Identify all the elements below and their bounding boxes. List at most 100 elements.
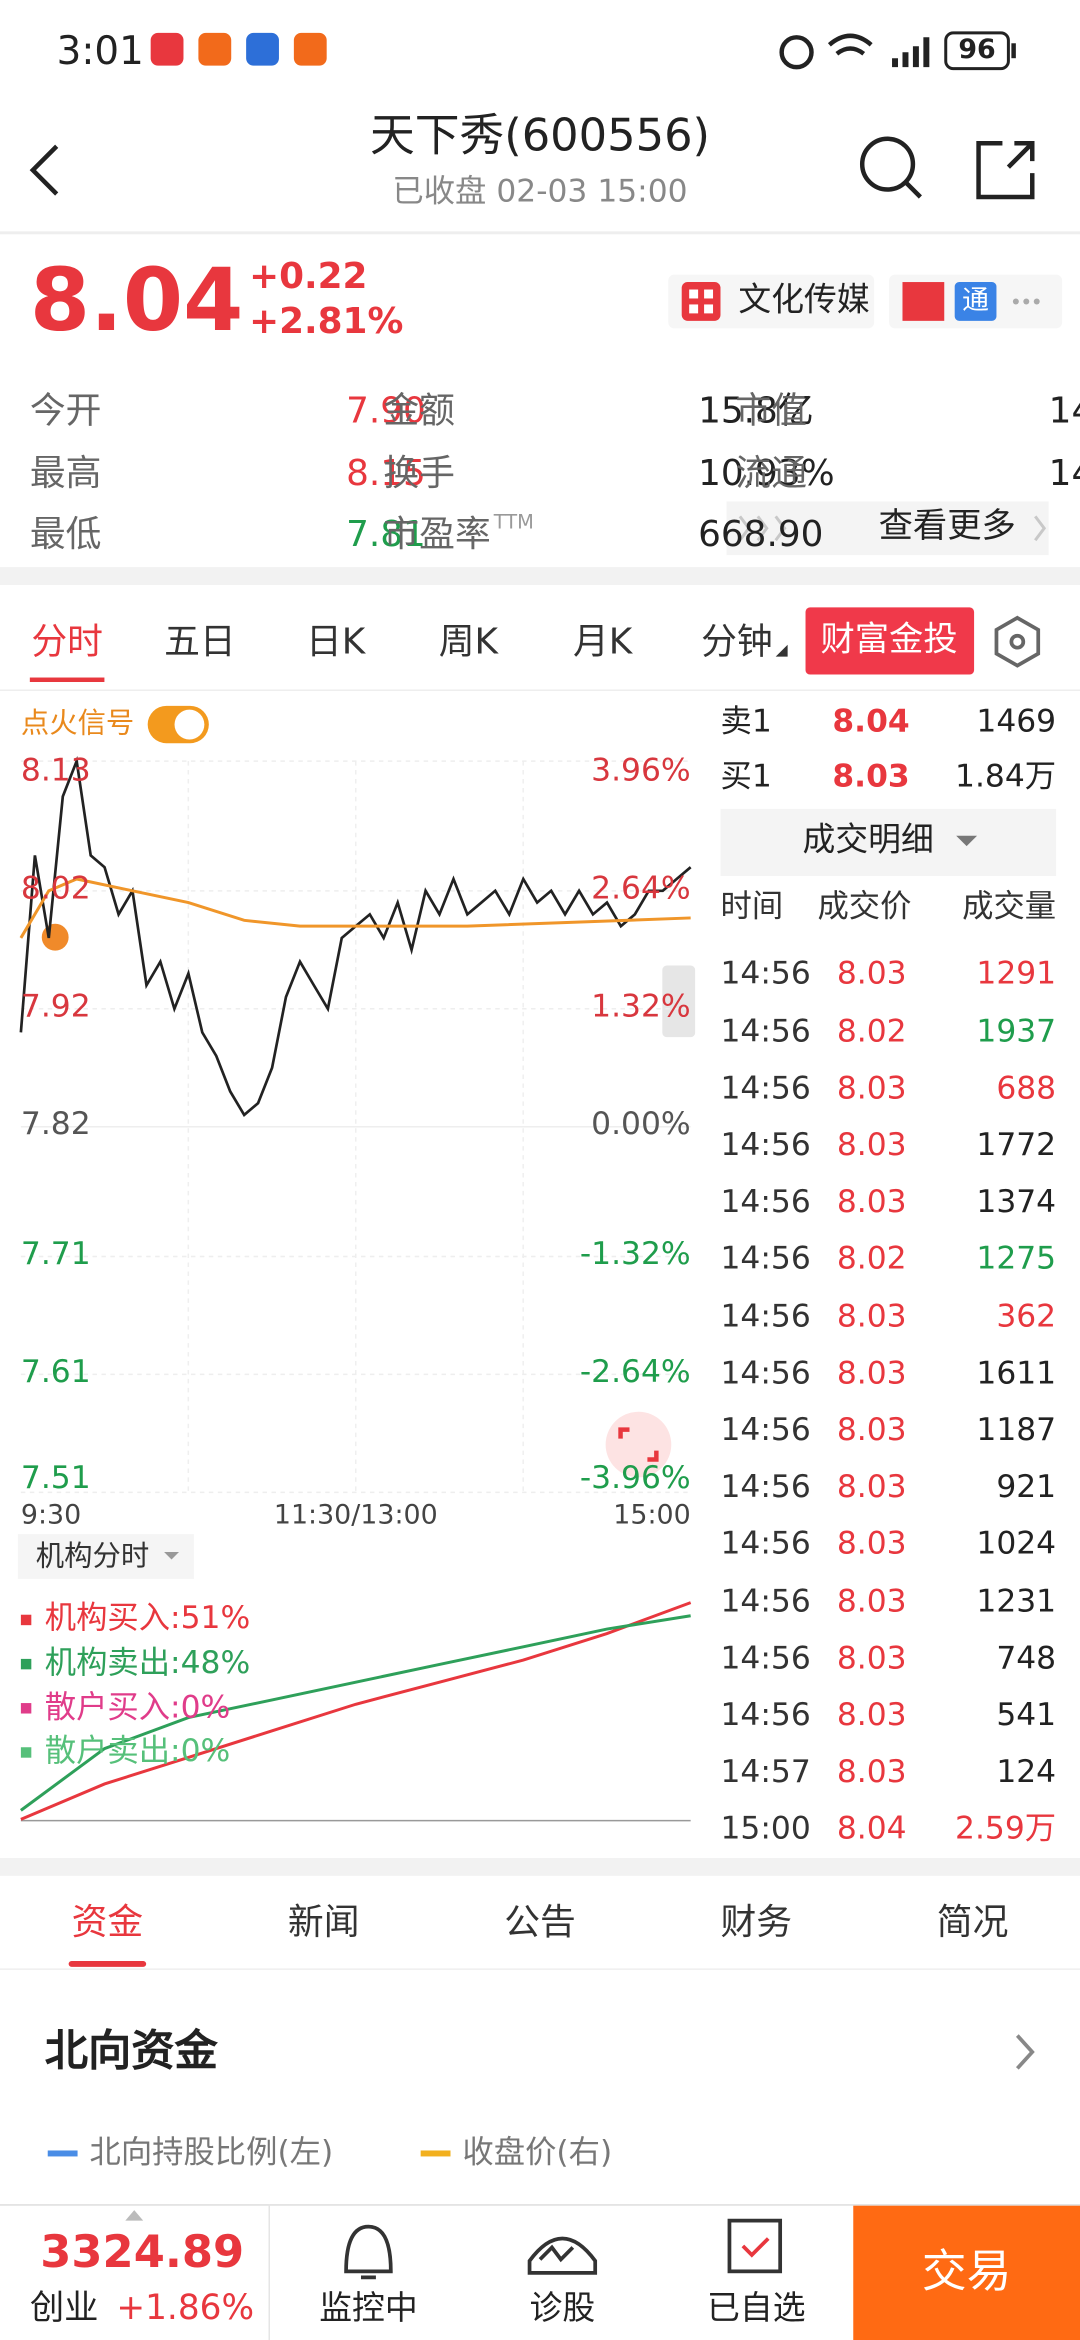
time-label: 11:30/13:00	[273, 1499, 438, 1532]
diagnose-icon[interactable]	[527, 2236, 598, 2275]
more-box[interactable]	[726, 501, 1049, 556]
wifi-icon	[827, 33, 873, 56]
promo-button[interactable]	[805, 607, 975, 675]
promo-label[interactable]: 财富金投	[820, 621, 958, 661]
trade-price: 8.03	[836, 955, 907, 992]
trade-price: 8.03	[836, 1468, 907, 1505]
flow-menu[interactable]	[17, 1534, 194, 1579]
section-tab[interactable]: 公告	[504, 1900, 576, 1943]
sector-icon	[681, 282, 721, 321]
app-icon	[150, 32, 184, 66]
chart-tab[interactable]: 分钟	[701, 620, 773, 663]
section-tab[interactable]: 简况	[936, 1900, 1009, 1943]
book-volume: 1469	[976, 703, 1057, 740]
chart-tab[interactable]: 五日	[164, 620, 236, 663]
flow-legend: 散户买入:0%	[44, 1688, 231, 1725]
trade-label[interactable]: 交易	[921, 2245, 1012, 2298]
chart-tab[interactable]: 月K	[573, 620, 633, 663]
book-price: 8.03	[832, 758, 910, 795]
more-link[interactable]: 查看更多	[878, 507, 1016, 547]
section-tab[interactable]: 财务	[720, 1900, 793, 1943]
alarm-icon	[779, 35, 814, 70]
stat-label: 市值	[735, 389, 808, 431]
trade-volume: 1275	[976, 1240, 1057, 1277]
stat-label: 换手	[383, 451, 455, 494]
stat-value: 7.90	[346, 389, 426, 431]
price-tick: 7.61	[20, 1354, 91, 1390]
side-handle[interactable]	[662, 965, 696, 1038]
watchlist-icon[interactable]	[727, 2218, 783, 2274]
nav-label[interactable]: 诊股	[529, 2290, 596, 2328]
index-name: 创业	[29, 2289, 99, 2329]
sector-name[interactable]: 文化传媒	[738, 281, 870, 320]
trade-price: 8.03	[836, 1126, 907, 1163]
trade-volume: 2.59万	[955, 1810, 1057, 1847]
section-tab[interactable]: 新闻	[287, 1900, 360, 1943]
book-volume: 1.84万	[955, 758, 1057, 795]
trade-volume: 1187	[976, 1411, 1057, 1448]
stat-value: 8.15	[346, 451, 426, 494]
sector-icon-dot	[704, 289, 714, 299]
nav-label[interactable]: 已自选	[707, 2290, 806, 2328]
bell-icon[interactable]	[344, 2224, 393, 2280]
settings-button[interactable]	[994, 615, 1041, 668]
flag-icon	[902, 282, 945, 321]
trade-time: 14:56	[720, 955, 811, 992]
legend-line	[47, 2150, 78, 2157]
price-tick: 7.92	[20, 988, 91, 1025]
stat-label: 流通	[735, 451, 808, 494]
price-tick: 8.13	[20, 752, 91, 789]
nav-label[interactable]: 监控中	[319, 2290, 418, 2328]
trade-volume: 1231	[976, 1582, 1057, 1619]
percent-tick: -2.64%	[579, 1354, 691, 1390]
index-value: 3324.89	[40, 2225, 245, 2279]
divider	[0, 1968, 1080, 1970]
search-handle	[903, 180, 922, 199]
search-button[interactable]	[859, 136, 916, 192]
section-tab[interactable]: 资金	[71, 1900, 144, 1943]
detail-label[interactable]: 成交明细	[802, 822, 934, 860]
percent-tick: 1.32%	[591, 988, 691, 1025]
back-button[interactable]	[29, 144, 59, 196]
chart-tab[interactable]: 周K	[438, 620, 499, 663]
trade-time: 14:56	[720, 1354, 811, 1391]
trade-volume: 1374	[976, 1183, 1057, 1220]
menu-caret	[164, 1552, 180, 1560]
trade-time: 14:57	[720, 1753, 811, 1790]
detail-dropdown[interactable]	[720, 808, 1057, 877]
flow-line	[20, 1601, 692, 1821]
chevron[interactable]	[1015, 2034, 1035, 2070]
tab-corner	[775, 644, 788, 657]
trade-volume: 748	[996, 1639, 1057, 1676]
percent-tick: 2.64%	[591, 870, 691, 907]
flow-legend: 散户卖出:0%	[44, 1732, 231, 1769]
trade-volume: 921	[996, 1468, 1057, 1505]
stat-label: 市盈率	[383, 513, 491, 555]
north-legend: 北向持股比例(左)	[89, 2134, 334, 2171]
trade-time: 14:56	[720, 1240, 811, 1277]
flow-menu-label[interactable]: 机构分时	[35, 1539, 150, 1573]
stat-label: 最高	[29, 451, 102, 494]
dot	[1023, 298, 1030, 305]
trade-volume: 1611	[976, 1354, 1057, 1391]
trade-button[interactable]	[853, 2205, 1080, 2340]
signal-label: 点火信号	[20, 706, 135, 740]
chart-tab[interactable]: 分时	[31, 620, 103, 663]
trade-volume: 541	[996, 1696, 1057, 1733]
flow-legend: 机构卖出:48%	[44, 1644, 251, 1681]
trade-header: 成交量	[962, 888, 1057, 925]
book-price: 8.04	[832, 703, 910, 740]
stat-sup: TTM	[493, 511, 534, 535]
flow-line	[19, 1614, 691, 1812]
legend-swatch	[20, 1703, 32, 1714]
trade-time: 14:56	[720, 1582, 811, 1619]
trade-time: 14:56	[720, 1012, 811, 1049]
share-button[interactable]	[976, 141, 1035, 200]
settings-dot	[1009, 633, 1026, 650]
nav-divider	[268, 2204, 270, 2340]
chart-tab[interactable]: 日K	[305, 620, 366, 663]
dot	[1033, 298, 1040, 305]
trade-time: 14:56	[720, 1639, 811, 1676]
